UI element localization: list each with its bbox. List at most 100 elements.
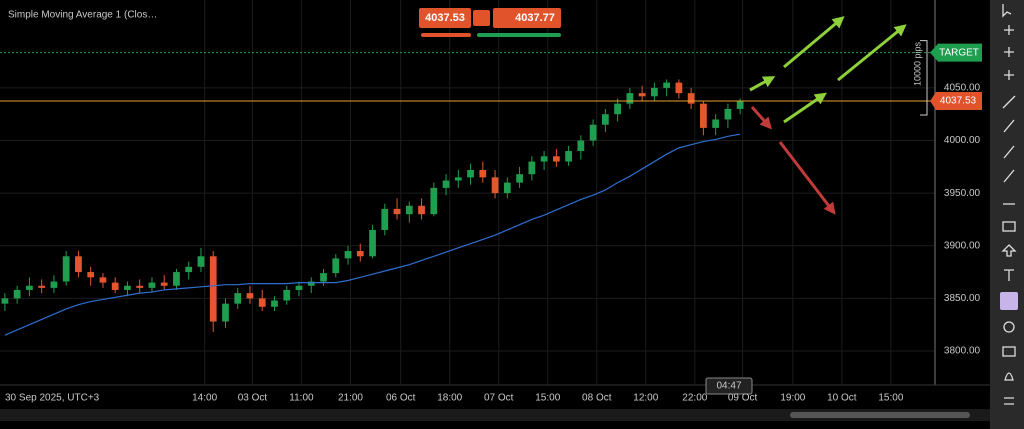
sell-bar [421, 33, 471, 37]
sell-price: 4037.53 [425, 12, 465, 24]
grid [0, 0, 935, 385]
candle-body [454, 177, 462, 181]
x-tick-label: 11:00 [289, 393, 314, 404]
alert-tool[interactable] [1004, 372, 1014, 381]
x-tick-label: 18:00 [437, 393, 462, 404]
candle-body [26, 285, 33, 290]
candle-body [1, 298, 9, 304]
x-tick-label: 14:00 [192, 393, 217, 404]
candle-body [13, 289, 21, 299]
arrow [750, 106, 772, 130]
candle-body [540, 156, 548, 162]
x-tick-label: 21:00 [338, 393, 363, 404]
candle-body [136, 285, 144, 288]
candle-body [724, 108, 732, 120]
sell-button[interactable] [419, 8, 471, 28]
y-tick-label: 3950.00 [944, 188, 981, 199]
candle-body [258, 298, 266, 307]
candle-body [577, 140, 585, 152]
pips-ruler [920, 40, 928, 116]
trend-tool[interactable] [1002, 95, 1016, 109]
layers-tool[interactable] [1004, 397, 1014, 405]
candle-body [50, 281, 58, 288]
rect-tool[interactable] [1002, 221, 1016, 232]
candle-body [736, 101, 744, 109]
timer-box [705, 377, 753, 395]
y-tick-label: 4050.00 [944, 83, 981, 94]
candle-body [589, 124, 597, 141]
candle-body [99, 277, 107, 283]
buy-button[interactable] [493, 8, 561, 28]
crosshair-tool[interactable] [1004, 25, 1014, 35]
candle-body [124, 285, 131, 290]
candle-body [381, 208, 389, 230]
x-tick-label: 19:00 [780, 393, 805, 404]
candle-body [234, 293, 242, 304]
x-tick-label: 15:00 [878, 393, 903, 404]
candle-body [160, 282, 168, 286]
x-tick-label: 07 Oct [484, 393, 514, 404]
candle-body [197, 256, 205, 267]
candle-body [148, 282, 156, 288]
candle-body [222, 303, 229, 322]
candle-body [320, 273, 327, 282]
candle-body [344, 251, 352, 259]
color-swatch[interactable] [1000, 292, 1018, 310]
x-tick-label: 22:00 [682, 393, 707, 404]
candle-body [528, 161, 536, 175]
plot [0, 52, 935, 336]
cross-tool[interactable] [1004, 47, 1014, 57]
pen-tool[interactable] [1003, 119, 1015, 133]
y-tick-label: 3900.00 [944, 240, 981, 251]
x-tick-label: 15:00 [535, 393, 560, 404]
camera-tool[interactable] [1002, 346, 1016, 357]
arrow [783, 16, 845, 69]
candle-body [430, 187, 438, 215]
scrollbar-thumb[interactable] [790, 412, 970, 418]
candle-body [503, 182, 511, 194]
candle-body [442, 180, 450, 188]
fib-tool[interactable] [1003, 145, 1015, 159]
candle-body [700, 103, 707, 128]
candle-body [38, 285, 46, 288]
candle-body [663, 82, 671, 88]
text-tool[interactable] [1004, 269, 1014, 281]
x-tick-label: 08 Oct [582, 393, 612, 404]
candle-body [687, 93, 695, 104]
candle-body [369, 229, 376, 257]
sell-icon[interactable] [473, 10, 490, 26]
arrow [837, 24, 907, 82]
y-tick-label: 3850.00 [944, 293, 981, 304]
candle-body [405, 205, 413, 215]
timer: 04:47 [716, 381, 741, 392]
candle-body [467, 169, 474, 178]
candle-body [356, 251, 364, 257]
candle-body [62, 256, 70, 282]
buy-bar [477, 33, 561, 37]
candle-body [209, 256, 217, 322]
channel-tool[interactable] [1003, 169, 1015, 183]
candle-body [565, 151, 572, 162]
toolbar-icons [1001, 4, 1017, 405]
arrow-tool[interactable] [1001, 244, 1017, 257]
line-tool[interactable] [1004, 70, 1014, 80]
candle-body [516, 174, 523, 183]
indicator-label: Simple Moving Average 1 (Clos… [8, 10, 157, 21]
settings-tool[interactable] [1003, 321, 1015, 333]
y-tick-label: 3800.00 [944, 346, 981, 357]
candle-body [75, 256, 82, 273]
candle-body [295, 285, 303, 290]
candle-body [111, 282, 119, 290]
candle-body [185, 266, 193, 273]
cursor-tool[interactable] [1002, 4, 1012, 18]
x-tick-label: 03 Oct [238, 393, 268, 404]
candle-body [552, 156, 560, 162]
candle-body [675, 82, 683, 94]
drawings [749, 16, 907, 215]
price-tag [930, 92, 982, 111]
buy-price: 4037.77 [515, 12, 555, 24]
target-tag [930, 43, 982, 62]
x-tick-label: 10 Oct [827, 393, 857, 404]
